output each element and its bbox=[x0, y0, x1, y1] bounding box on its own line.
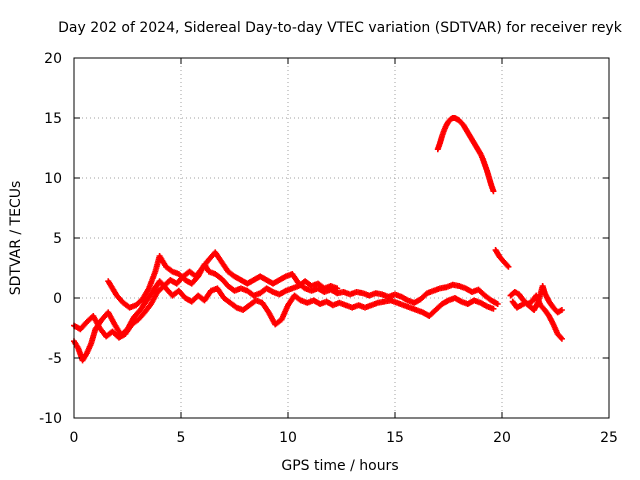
series-track-g bbox=[509, 283, 565, 316]
x-tick-label: 25 bbox=[600, 430, 618, 446]
y-tick-label: 5 bbox=[53, 231, 62, 247]
y-axis-label: SDTVAR / TECUs bbox=[8, 181, 24, 296]
data-series bbox=[71, 115, 565, 364]
y-tick-label: 20 bbox=[44, 51, 62, 67]
x-axis-label: GPS time / hours bbox=[281, 458, 398, 474]
grid bbox=[74, 58, 609, 418]
axis-ticks: 0 5 10 15 20 25 -10 -5 0 5 10 15 20 bbox=[39, 51, 618, 446]
data-point bbox=[558, 307, 565, 313]
series-track-a bbox=[71, 249, 501, 341]
series-track-d bbox=[434, 115, 497, 195]
data-point bbox=[558, 335, 565, 342]
y-tick-label: -5 bbox=[48, 351, 62, 367]
x-tick-label: 10 bbox=[279, 430, 297, 446]
data-point bbox=[490, 305, 497, 312]
data-point bbox=[490, 188, 497, 195]
x-tick-label: 0 bbox=[70, 430, 79, 446]
y-tick-label: -10 bbox=[39, 411, 62, 427]
y-tick-label: 10 bbox=[44, 171, 62, 187]
series-track-c bbox=[105, 253, 341, 311]
series-track-e bbox=[492, 247, 512, 270]
x-tick-label: 20 bbox=[493, 430, 511, 446]
data-point bbox=[494, 301, 501, 307]
chart-title: Day 202 of 2024, Sidereal Day-to-day VTE… bbox=[58, 20, 623, 36]
data-point bbox=[334, 285, 341, 292]
series-track-b bbox=[71, 278, 497, 364]
x-tick-label: 5 bbox=[177, 430, 186, 446]
y-tick-label: 15 bbox=[44, 111, 62, 127]
data-point bbox=[505, 263, 512, 270]
data-point bbox=[504, 262, 511, 269]
x-tick-label: 15 bbox=[386, 430, 404, 446]
data-point bbox=[557, 334, 564, 341]
y-tick-label: 0 bbox=[53, 291, 62, 307]
